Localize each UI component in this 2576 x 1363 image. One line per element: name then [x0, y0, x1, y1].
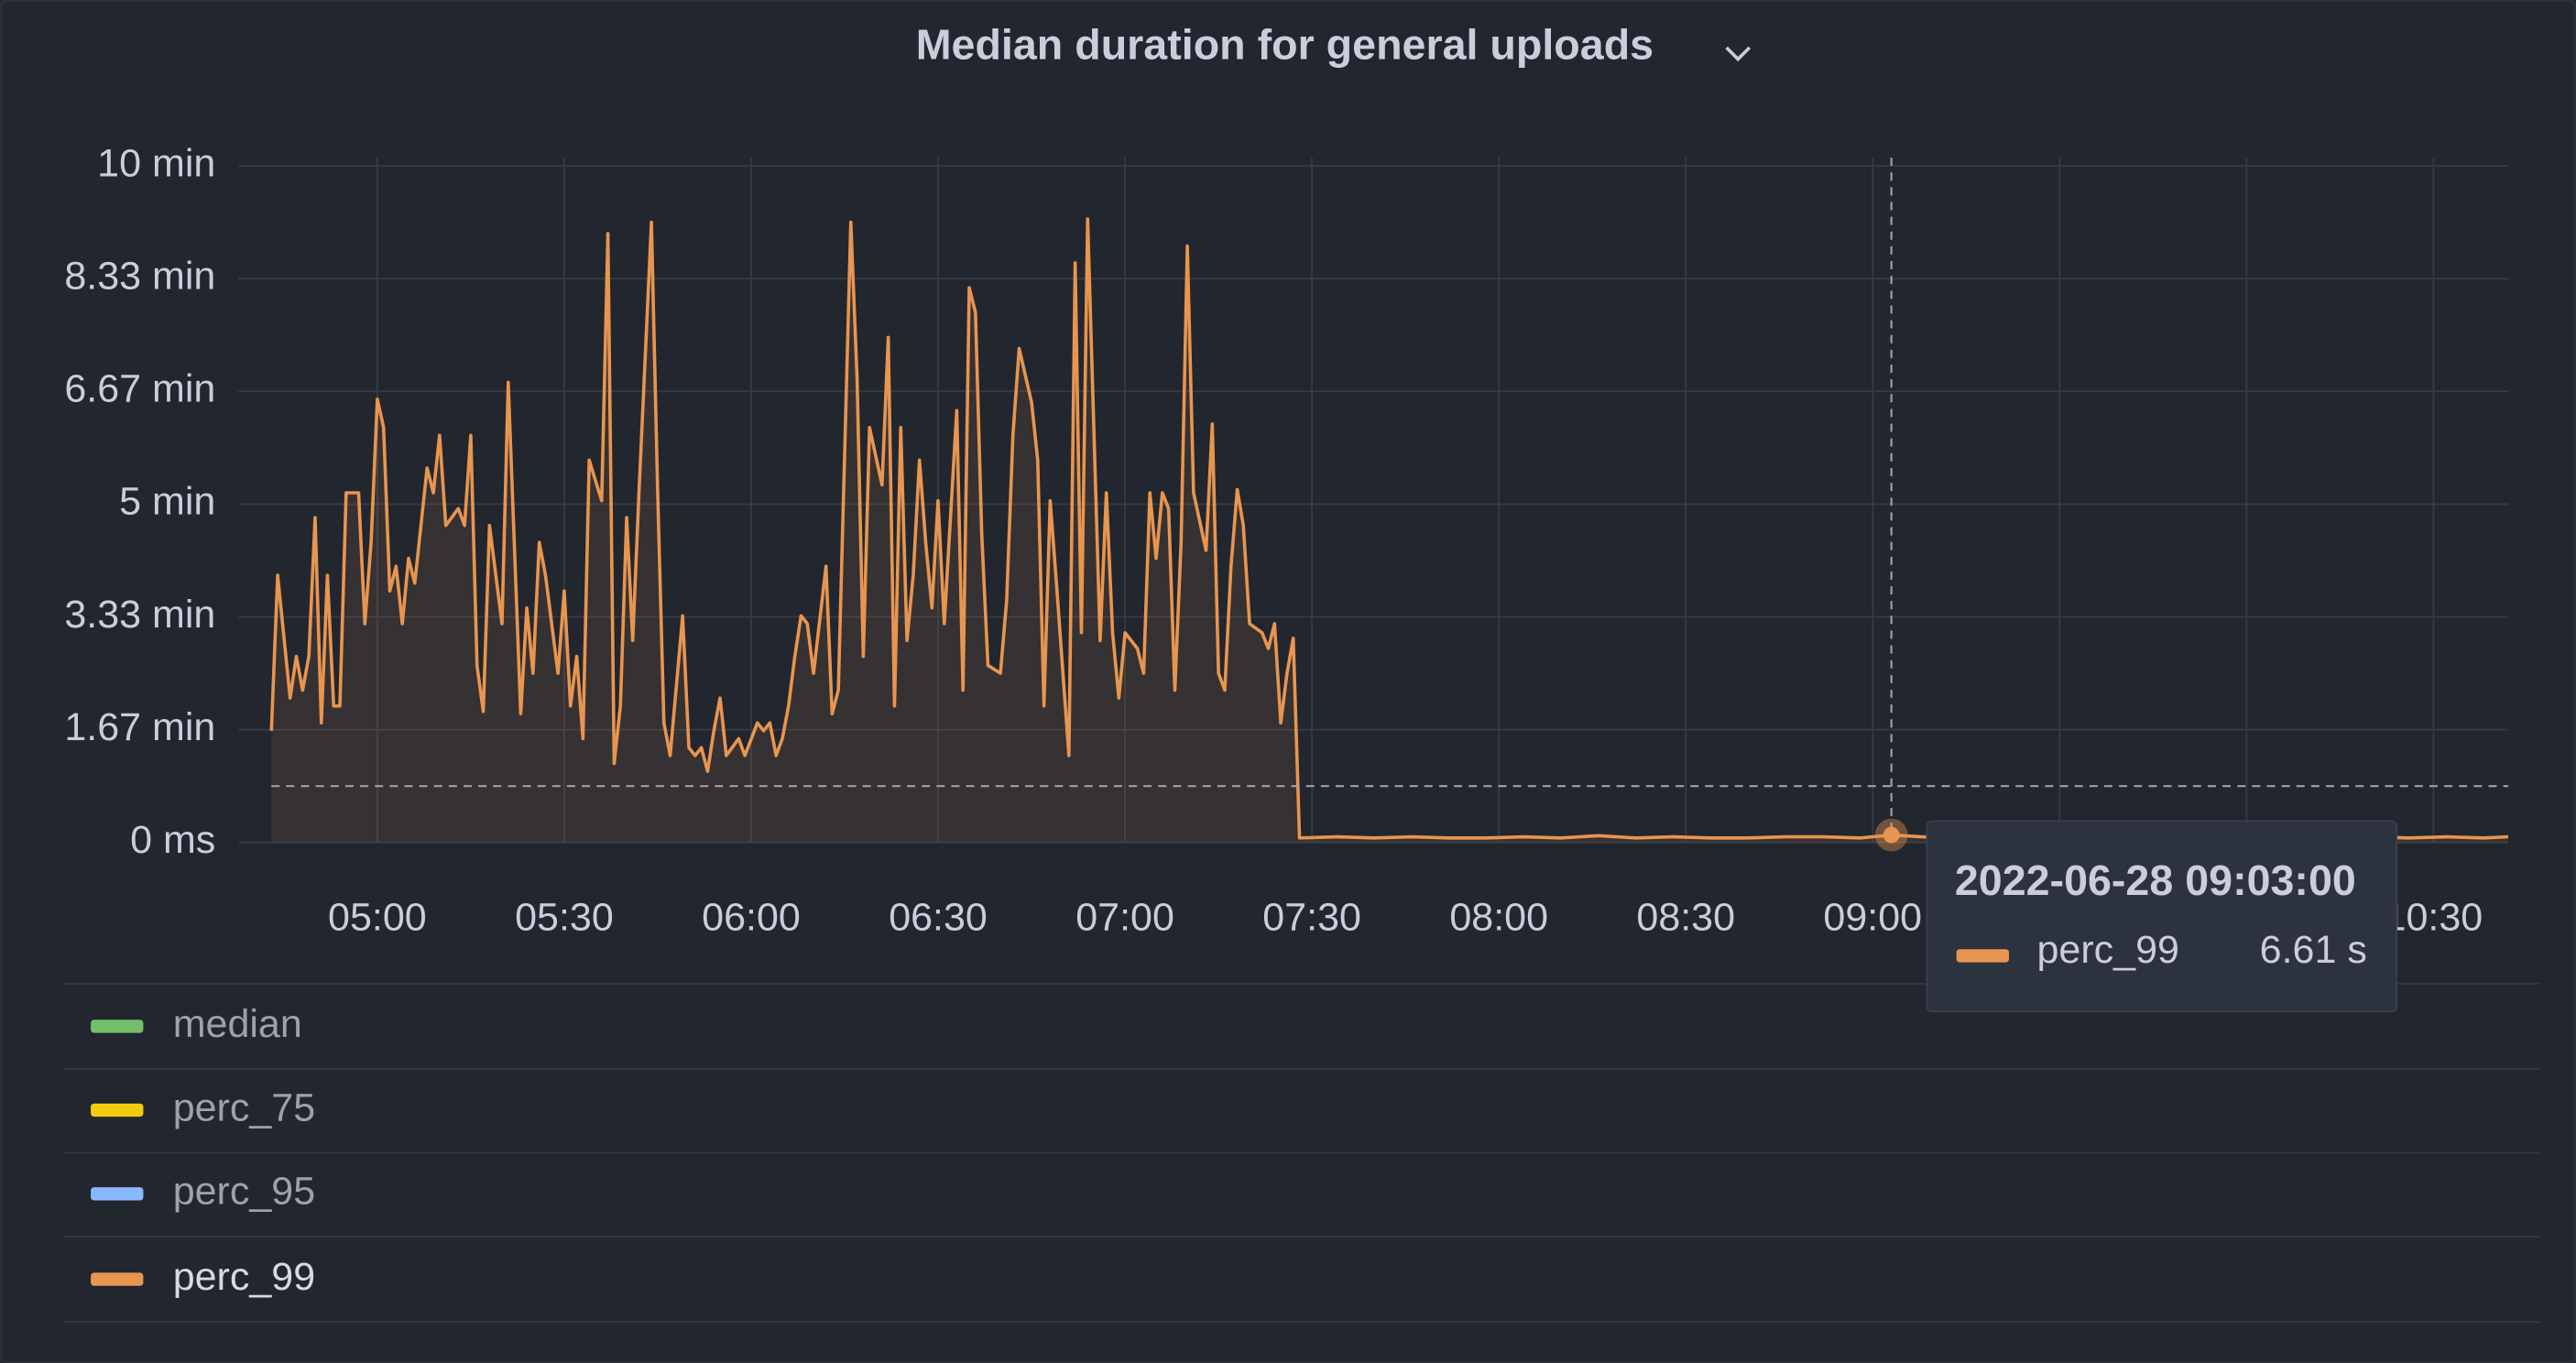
y-tick-label: 6.67 min [64, 367, 215, 411]
x-tick-label: 07:00 [1075, 895, 1174, 939]
x-tick-label: 10:30 [2385, 895, 2483, 939]
series-line [269, 217, 2509, 840]
y-tick-label: 3.33 min [64, 593, 215, 637]
legend-swatch [91, 1103, 144, 1118]
legend-label[interactable]: perc_75 [173, 1085, 315, 1129]
hover-point [1883, 826, 1900, 844]
legend-label[interactable]: perc_95 [173, 1170, 315, 1214]
legend-swatch [91, 1020, 144, 1033]
x-tick-label: 05:00 [328, 895, 427, 939]
tooltip-swatch [1956, 949, 2010, 963]
legend-swatch [91, 1272, 144, 1286]
x-tick-label: 09:00 [1823, 895, 1922, 939]
y-tick-label: 1.67 min [64, 705, 215, 749]
x-tick-label: 05:30 [515, 895, 614, 939]
x-tick-label: 06:00 [702, 895, 801, 939]
tooltip: 2022-06-28 09:03:00 perc_99 6.61 s [271, 158, 2509, 1013]
y-tick-label: 10 min [97, 141, 215, 185]
y-tick-label: 8.33 min [64, 255, 215, 299]
title-chevron[interactable] [1725, 46, 1752, 62]
y-tick-label: 0 ms [130, 818, 215, 862]
y-tick-label: 5 min [119, 480, 215, 524]
legend-label[interactable]: perc_99 [173, 1255, 315, 1299]
x-tick-label: 07:30 [1262, 895, 1361, 939]
panel-title[interactable]: Median duration for general uploads [916, 20, 1654, 68]
legend-label[interactable]: median [173, 1002, 302, 1046]
x-tick-label: 06:30 [889, 895, 988, 939]
tooltip-box [1926, 820, 2398, 1013]
tooltip-series: perc_99 [2037, 928, 2179, 972]
tooltip-value: 6.61 s [2260, 928, 2367, 972]
legend-swatch [91, 1187, 144, 1201]
x-tick-label: 08:30 [1636, 895, 1735, 939]
tooltip-title: 2022-06-28 09:03:00 [1955, 856, 2356, 904]
legend: median perc_75 perc_95 perc_99 [62, 982, 2540, 1324]
x-tick-label: 08:00 [1449, 895, 1548, 939]
